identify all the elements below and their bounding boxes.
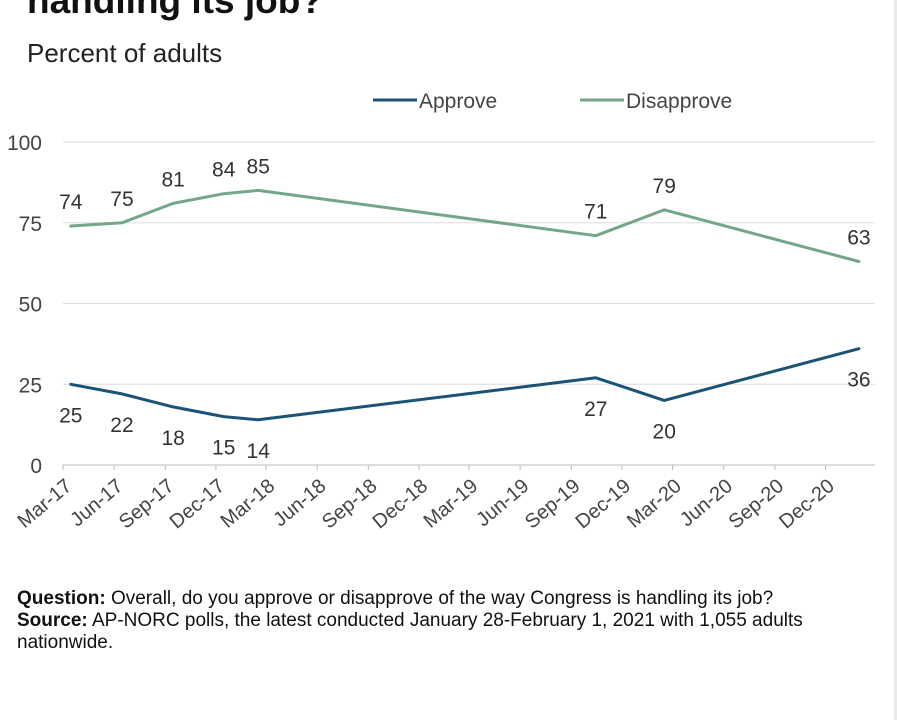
- approve-data-label: 22: [110, 414, 133, 437]
- x-tick-label: Jun-19: [472, 475, 533, 531]
- question-note: Question: Overall, do you approve or dis…: [17, 588, 887, 610]
- approve-line: [69, 347, 861, 422]
- question-label: Question:: [17, 588, 106, 609]
- right-edge-rule: [894, 0, 897, 720]
- approve-data-label: 25: [59, 404, 82, 427]
- line-chart: 0 25 50 75 100 Mar-17Jun-17Sep-17Dec-17Mar-18…: [7, 90, 875, 533]
- approve-data-label: 15: [212, 437, 235, 460]
- x-tick-label: Jun-18: [269, 475, 330, 531]
- x-tick-label: Dec-19: [572, 475, 636, 533]
- legend-label-approve: Approve: [419, 90, 497, 113]
- disapprove-data-label: 84: [212, 159, 236, 182]
- disapprove-line: [69, 188, 861, 263]
- x-tick-label: Dec-18: [369, 475, 433, 533]
- x-tick-label: Dec-17: [166, 475, 230, 533]
- x-tick-label: Mar-19: [420, 475, 483, 533]
- x-tick-label: Dec-20: [775, 475, 839, 533]
- x-tick-label: Jun-20: [676, 475, 737, 531]
- disapprove-data-label: 85: [247, 155, 270, 178]
- disapprove-data-label: 75: [110, 188, 133, 211]
- y-tick-label: 50: [19, 294, 42, 317]
- y-tick-label: 25: [19, 374, 42, 397]
- approve-data-label: 27: [584, 398, 607, 421]
- source-label: Source:: [17, 610, 88, 631]
- chart-title: handling its job?: [27, 0, 323, 21]
- approve-data-label: 18: [161, 427, 184, 450]
- x-tick-label: Jun-17: [66, 475, 127, 531]
- legend-label-disapprove: Disapprove: [626, 90, 732, 113]
- y-tick-label: 75: [19, 213, 42, 236]
- y-tick-label: 100: [7, 132, 42, 155]
- disapprove-data-label: 79: [653, 175, 676, 198]
- x-tick-label: Mar-17: [14, 475, 77, 533]
- question-text: Overall, do you approve or disapprove of…: [105, 588, 774, 609]
- x-tick-label: Sep-17: [115, 475, 179, 533]
- chart-subtitle: Percent of adults: [27, 38, 223, 68]
- y-tick-label: 0: [30, 455, 42, 478]
- x-tick-label: Sep-20: [725, 475, 789, 533]
- disapprove-data-label: 63: [847, 227, 870, 250]
- chart-notes: Question: Overall, do you approve or dis…: [17, 588, 887, 654]
- approve-data-label: 14: [247, 440, 271, 463]
- x-tick-label: Sep-18: [318, 475, 382, 533]
- x-tick-label: Mar-20: [623, 475, 686, 533]
- disapprove-data-label: 81: [161, 168, 184, 191]
- disapprove-data-label: 74: [59, 191, 83, 214]
- x-tick-label: Mar-18: [217, 475, 280, 533]
- disapprove-data-label: 71: [584, 201, 607, 224]
- source-note: Source: AP-NORC polls, the latest conduc…: [17, 610, 887, 654]
- approve-data-label: 36: [847, 369, 870, 392]
- source-text: AP-NORC polls, the latest conducted Janu…: [17, 610, 803, 653]
- approve-data-label: 20: [653, 420, 676, 443]
- x-tick-label: Sep-19: [521, 475, 585, 533]
